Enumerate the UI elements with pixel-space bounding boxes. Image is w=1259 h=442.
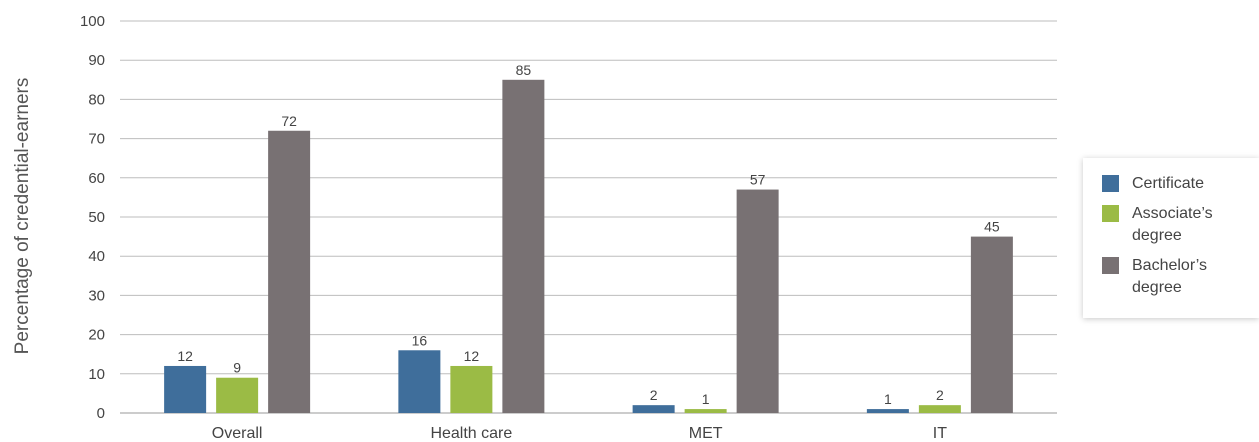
legend-item-bachelors: Bachelor’s degree	[1102, 255, 1259, 299]
x-category-label-overall: Overall	[212, 425, 263, 442]
bar-health-care-bachelor-s-degree	[502, 79, 545, 414]
data-label-health-care-associate-s-degree: 12	[464, 348, 480, 364]
bar-overall-associate-s-degree	[216, 377, 259, 413]
data-label-it-certificate: 1	[884, 391, 892, 407]
bar-met-certificate	[632, 405, 675, 413]
data-label-overall-associate-s-degree: 9	[233, 360, 241, 376]
y-tick-label-40: 40	[88, 248, 105, 265]
y-tick-label-0: 0	[97, 405, 105, 422]
y-tick-label-60: 60	[88, 170, 105, 187]
bar-overall-bachelor-s-degree	[268, 130, 311, 413]
bars	[164, 79, 1013, 414]
data-label-it-bachelor-s-degree: 45	[984, 219, 1000, 235]
y-tick-label-10: 10	[88, 366, 105, 383]
data-label-met-bachelor-s-degree: 57	[750, 172, 766, 188]
x-category-label-health-care: Health care	[430, 425, 512, 442]
data-label-it-associate-s-degree: 2	[936, 387, 944, 403]
grid-lines	[120, 20, 1057, 414]
legend-swatch-certificate	[1102, 175, 1119, 192]
y-tick-label-70: 70	[88, 131, 105, 148]
bar-health-care-associate-s-degree	[450, 365, 493, 413]
y-tick-label-80: 80	[88, 91, 105, 108]
x-category-label-it: IT	[933, 425, 947, 442]
legend-label-associates: Associate’s degree	[1132, 205, 1213, 244]
y-tick-label-90: 90	[88, 52, 105, 69]
data-label-met-associate-s-degree: 1	[702, 391, 710, 407]
data-label-health-care-bachelor-s-degree: 85	[516, 62, 532, 78]
y-axis-ticks: 0 10 20 30 40 50 60 70 80 90 100	[80, 13, 105, 422]
bar-health-care-certificate	[398, 350, 441, 413]
bar-met-bachelor-s-degree	[736, 189, 779, 413]
y-tick-label-20: 20	[88, 327, 105, 344]
y-tick-label-50: 50	[88, 209, 105, 226]
x-axis-categories: Overall Health care MET IT	[212, 425, 947, 442]
bar-met-associate-s-degree	[684, 409, 727, 413]
legend-item-associates: Associate’s degree	[1102, 203, 1259, 247]
bar-overall-certificate	[164, 365, 207, 413]
data-label-overall-bachelor-s-degree: 72	[281, 113, 297, 129]
legend: Certificate Associate’s degree Bachelor’…	[1083, 158, 1259, 318]
bar-it-bachelor-s-degree	[970, 236, 1013, 413]
x-category-label-met: MET	[689, 425, 723, 442]
y-axis-title: Percentage of credential-earners	[12, 78, 33, 355]
legend-swatch-associates	[1102, 205, 1119, 222]
data-label-overall-certificate: 12	[177, 348, 193, 364]
legend-swatch-bachelors	[1102, 257, 1119, 274]
legend-label-certificate: Certificate	[1132, 175, 1205, 192]
legend-label-bachelors: Bachelor’s degree	[1132, 257, 1208, 296]
bar-it-certificate	[866, 409, 909, 413]
legend-item-certificate: Certificate	[1102, 173, 1259, 195]
data-label-health-care-certificate: 16	[412, 332, 428, 348]
data-label-met-certificate: 2	[650, 387, 658, 403]
bar-it-associate-s-degree	[918, 405, 961, 413]
y-tick-label-30: 30	[88, 287, 105, 304]
y-tick-label-100: 100	[80, 13, 105, 30]
